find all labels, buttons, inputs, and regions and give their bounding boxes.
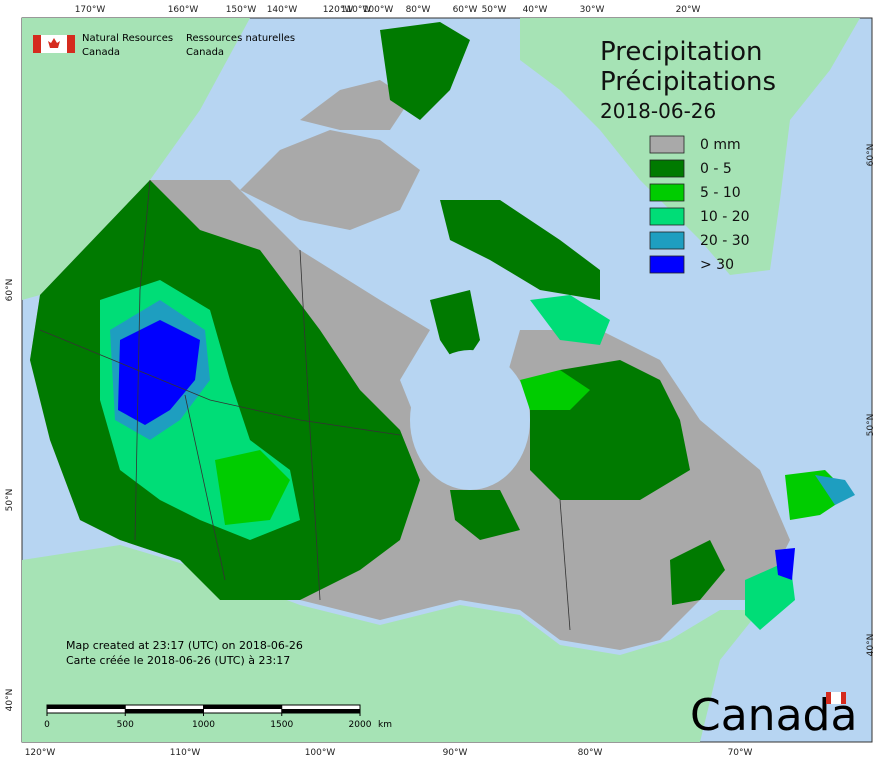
legend-label: 0 mm xyxy=(700,137,741,153)
scale-label: 500 xyxy=(117,720,134,730)
scale-segment xyxy=(281,709,360,713)
southampton-island xyxy=(430,290,480,370)
maple-leaf xyxy=(48,38,60,48)
legend-swatch xyxy=(649,183,685,202)
borders xyxy=(39,179,571,631)
latitude-label: 60°N xyxy=(5,279,15,302)
scale-label: 1000 xyxy=(192,720,215,730)
footnote: Map created at 23:17 (UTC) on 2018-06-26… xyxy=(66,639,303,667)
scale-bar: 0 500 1000 1500 2000 km xyxy=(44,704,392,730)
latitude-label: 50°N xyxy=(5,489,15,512)
scale-label: 1500 xyxy=(270,720,293,730)
scale-segment xyxy=(125,709,204,713)
hudson-bay xyxy=(410,350,530,490)
legend-swatch xyxy=(649,207,685,226)
legend-label: 10 - 20 xyxy=(700,209,750,225)
longitude-label: 80°W xyxy=(406,5,431,15)
longitude-label: 150°W xyxy=(226,5,257,15)
map-frame xyxy=(21,17,873,743)
longitude-label: 170°W xyxy=(75,5,106,15)
legend-swatch xyxy=(649,231,685,250)
longitude-label: 110°W xyxy=(341,5,372,15)
wordmark-flag-field xyxy=(831,692,841,704)
precip-10-20 xyxy=(530,295,610,345)
agency-en: Canada xyxy=(82,47,120,58)
legend-swatch xyxy=(649,255,685,274)
latitude-label: 40°N xyxy=(866,634,876,657)
border-line xyxy=(299,249,321,601)
legend-label: > 30 xyxy=(700,257,734,273)
legend: 0 mm 0 - 5 5 - 10 10 - 20 20 - 30 > 30 xyxy=(649,135,750,274)
agency-fr: Canada xyxy=(186,47,224,58)
longitude-label: 140°W xyxy=(267,5,298,15)
scale-unit: km xyxy=(378,720,392,730)
alaska xyxy=(22,18,250,300)
border-line xyxy=(134,179,151,541)
scale-segment xyxy=(47,705,126,709)
precip-10-20 xyxy=(745,560,795,630)
title-fr: Précipitations xyxy=(600,67,776,97)
footnote-line: Carte créée le 2018-06-26 (UTC) à 23:17 xyxy=(66,654,290,667)
precip-over-30 xyxy=(775,548,795,580)
legend-label: 20 - 30 xyxy=(700,233,750,249)
longitude-label: 120°W xyxy=(323,5,354,15)
precip-20-30 xyxy=(815,475,855,505)
border-line xyxy=(39,329,401,436)
arctic-island xyxy=(240,130,420,230)
precip-5-10 xyxy=(215,450,290,525)
flag-bar xyxy=(67,35,75,53)
arctic-island xyxy=(300,80,410,130)
scale-segment xyxy=(203,705,282,709)
usa xyxy=(22,545,760,742)
longitude-label: 40°W xyxy=(523,5,548,15)
longitude-label: 100°W xyxy=(305,748,336,758)
flag-bar xyxy=(33,35,41,53)
longitude-label: 20°W xyxy=(676,5,701,15)
longitude-label: 90°W xyxy=(443,748,468,758)
longitude-label: 100°W xyxy=(363,5,394,15)
legend-swatch xyxy=(649,135,685,154)
border-line xyxy=(184,394,226,581)
greenland xyxy=(520,18,860,275)
agency-en: Natural Resources xyxy=(82,33,173,44)
legend-label: 0 - 5 xyxy=(700,161,732,177)
legend-swatch xyxy=(649,159,685,178)
title-en: Precipitation xyxy=(600,37,763,67)
longitude-label: 120°W xyxy=(25,748,56,758)
latitude-label: 40°N xyxy=(5,689,15,712)
legend-label: 5 - 10 xyxy=(700,185,741,201)
border-line xyxy=(559,499,571,631)
longitude-label: 70°W xyxy=(728,748,753,758)
agency-fr: Ressources naturelles xyxy=(186,33,295,44)
wordmark: Canada xyxy=(690,690,857,741)
longitude-label: 50°W xyxy=(482,5,507,15)
title-date: 2018-06-26 xyxy=(600,99,716,123)
longitude-label: 160°W xyxy=(168,5,199,15)
longitude-label: 80°W xyxy=(578,748,603,758)
footnote-line: Map created at 23:17 (UTC) on 2018-06-26 xyxy=(66,639,303,652)
scale-label: 2000 xyxy=(349,720,372,730)
longitude-label: 110°W xyxy=(170,748,201,758)
precip-0-5 xyxy=(670,540,725,605)
precip-5-10 xyxy=(520,370,590,410)
agency-header: Natural Resources Canada Ressources natu… xyxy=(33,33,295,58)
precip-0-5 xyxy=(450,490,520,540)
scale-label: 0 xyxy=(44,720,50,730)
ellesmere-island xyxy=(380,22,470,120)
latitude-label: 50°N xyxy=(866,414,876,437)
baffin-island xyxy=(440,200,600,300)
longitude-label: 30°W xyxy=(580,5,605,15)
title-block: Precipitation Précipitations 2018-06-26 xyxy=(600,37,776,123)
longitude-label: 60°W xyxy=(453,5,478,15)
latitude-label: 60°N xyxy=(866,144,876,167)
